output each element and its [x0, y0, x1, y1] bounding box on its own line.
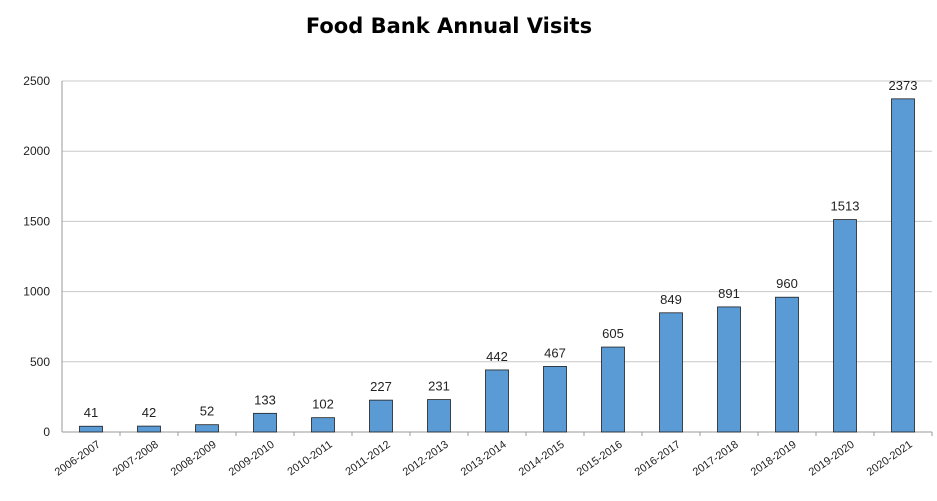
chart-title: Food Bank Annual Visits [306, 14, 592, 38]
bar [601, 346, 625, 433]
x-tick-label: 2016-2017 [633, 439, 683, 479]
bar [659, 312, 683, 433]
data-label: 42 [142, 405, 156, 420]
bar [311, 417, 335, 433]
x-tick-label: 2013-2014 [459, 439, 509, 479]
data-label: 2373 [889, 78, 918, 93]
x-tick-label: 2009-2010 [227, 439, 277, 479]
bar [485, 369, 509, 433]
x-tick-label: 2014-2015 [517, 439, 567, 479]
bar [79, 425, 103, 433]
bar [137, 425, 161, 433]
x-tick-label: 2020-2021 [865, 439, 915, 479]
data-label: 227 [370, 379, 392, 394]
data-label: 960 [776, 276, 798, 291]
x-axis: 2006-2007 2007-2008 2008-2009 2009-2010 2010… [53, 431, 933, 479]
data-label: 467 [544, 345, 566, 360]
bars [79, 98, 915, 433]
x-tick-label: 2011-2012 [343, 439, 392, 479]
data-label: 52 [200, 404, 214, 419]
bar [775, 296, 799, 433]
data-label: 102 [312, 397, 334, 412]
data-label: 231 [428, 379, 450, 394]
data-label: 41 [84, 405, 98, 420]
gridlines [62, 80, 932, 363]
bar [833, 219, 857, 433]
x-tick-label: 2010-2011 [285, 439, 334, 479]
y-tick-label: 500 [30, 355, 50, 369]
x-tick-label: 2019-2020 [807, 439, 857, 479]
data-label: 133 [254, 392, 276, 407]
x-tick-label: 2006-2007 [53, 439, 103, 479]
y-tick-label: 1000 [23, 285, 50, 299]
y-tick-label: 2500 [23, 74, 50, 88]
x-tick-label: 2018-2019 [749, 439, 799, 479]
bar [427, 399, 451, 433]
y-axis: 0 500 1000 1500 2000 2500 [23, 74, 63, 439]
bar [543, 366, 567, 433]
data-label: 442 [486, 349, 508, 364]
bar [195, 424, 219, 433]
bar [369, 399, 393, 433]
x-tick-label: 2017-2018 [691, 439, 741, 479]
y-tick-label: 2000 [23, 144, 50, 158]
x-tick-label: 2015-2016 [575, 439, 625, 479]
x-tick-label: 2007-2008 [111, 439, 161, 479]
x-tick-label: 2012-2013 [401, 439, 451, 479]
y-tick-label: 1500 [23, 214, 50, 228]
data-labels: 41 42 52 133 102 227 231 442 467 605 849 891 960 1513… [84, 78, 918, 420]
bar [717, 306, 741, 433]
x-tick-label: 2008-2009 [169, 439, 219, 479]
bar [253, 412, 277, 433]
data-label: 605 [602, 326, 624, 341]
data-label: 849 [660, 292, 682, 307]
bar [891, 98, 915, 433]
data-label: 891 [718, 286, 740, 301]
y-tick-label: 0 [43, 425, 50, 439]
data-label: 1513 [831, 199, 860, 214]
